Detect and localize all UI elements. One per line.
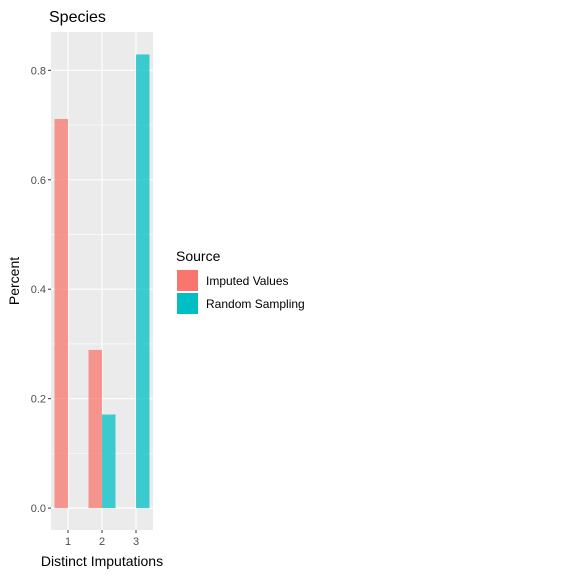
bar [136,54,150,508]
legend-title: Source [176,248,221,264]
bar [55,119,69,508]
bar [89,350,103,508]
legend-label-random-sampling: Random Sampling [206,297,305,311]
x-tick-label: 2 [99,536,105,548]
plot-panel [51,32,153,530]
chart-title: Species [49,9,106,26]
y-tick-label: 0.8 [31,65,46,77]
legend: Source Imputed Values Random Sampling [176,248,305,314]
y-tick-label: 0.4 [31,284,46,296]
y-tick-label: 0.0 [31,503,46,515]
y-axis-title: Percent [6,257,22,305]
x-axis-title: Distinct Imputations [41,553,163,569]
legend-label-imputed-values: Imputed Values [206,274,289,288]
y-tick-label: 0.2 [31,394,46,406]
legend-key-imputed-values [177,270,198,291]
bar [102,415,116,509]
legend-key-random-sampling [177,293,198,314]
y-axis: 0.0 0.2 0.4 0.6 0.8 [31,65,51,515]
x-tick-label: 1 [65,536,71,548]
x-axis: 1 2 3 [65,530,139,548]
x-tick-label: 3 [133,536,139,548]
y-tick-label: 0.6 [31,175,46,187]
